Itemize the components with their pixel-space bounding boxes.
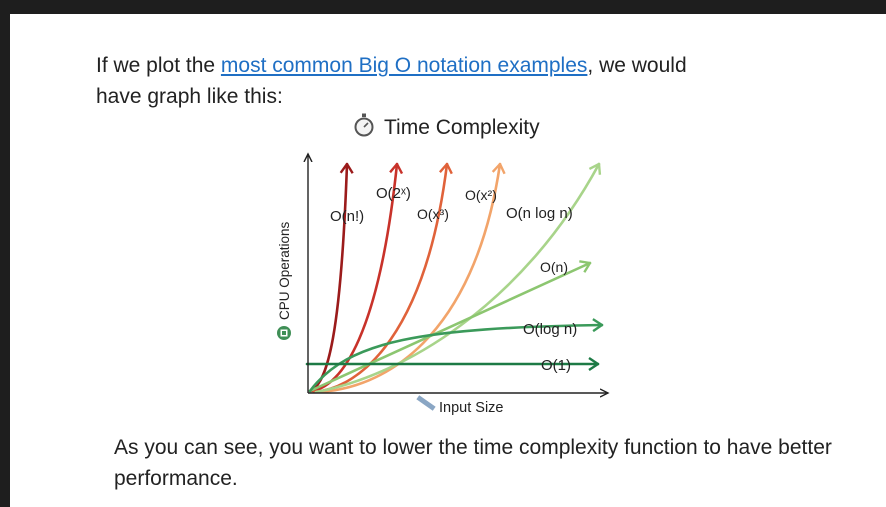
curve-factorial-arrowhead	[339, 162, 354, 174]
curve-factorial-line	[308, 162, 349, 393]
intro-paragraph: If we plot the most common Big O notatio…	[96, 50, 736, 112]
cpu-chip-icon	[277, 326, 291, 340]
big-o-examples-link[interactable]: most common Big O notation examples	[220, 54, 588, 77]
curve-n-log-n-arrowhead	[588, 162, 602, 175]
chart-title: Time Complexity	[384, 116, 540, 139]
intro-text-end: , we would have graph like this:	[96, 54, 687, 108]
curve-quadratic-label: O(x²)	[465, 187, 497, 203]
curve-constant-arrowhead	[588, 357, 600, 371]
curve-exponential-label: O(2ˣ)	[376, 185, 411, 202]
time-complexity-chart: Time Complexity CPU Operations Input Siz…	[277, 113, 886, 416]
intro-text-start: If we plot the	[96, 54, 221, 77]
curve-linear-line	[308, 261, 592, 393]
outro-paragraph: As you can see, you want to lower the ti…	[114, 436, 832, 490]
y-axis-label: CPU Operations	[277, 221, 292, 320]
curve-quadratic-arrowhead	[491, 162, 506, 175]
curve-n-log-n-label: O(n log n)	[506, 205, 573, 222]
curve-cubic-arrowhead	[438, 162, 453, 175]
document-page: If we plot the most common Big O notatio…	[10, 14, 886, 507]
curve-linear-label: O(n)	[540, 259, 568, 275]
curve-constant-label: O(1)	[541, 357, 571, 374]
stopwatch-icon	[354, 113, 374, 137]
x-axis-label: Input Size	[439, 400, 504, 416]
plot-area	[305, 162, 604, 394]
curve-quadratic-line	[314, 162, 502, 394]
series-labels: O(n!) O(2ˣ) O(x³) O(x²) O(n log n) O(n) O(log …	[330, 185, 577, 374]
curve-logarithmic-arrowhead	[592, 318, 604, 333]
curve-factorial-label: O(n!)	[330, 208, 364, 225]
curve-exponential-arrowhead	[389, 162, 404, 175]
curve-exponential-line	[310, 162, 399, 393]
curve-logarithmic-label: O(log n)	[523, 321, 577, 338]
curve-n-log-n-line	[314, 162, 601, 394]
ruler-icon	[416, 395, 436, 411]
curve-linear-arrowhead	[579, 260, 592, 273]
curve-logarithmic-line	[308, 323, 604, 393]
curve-cubic-label: O(x³)	[417, 206, 449, 222]
